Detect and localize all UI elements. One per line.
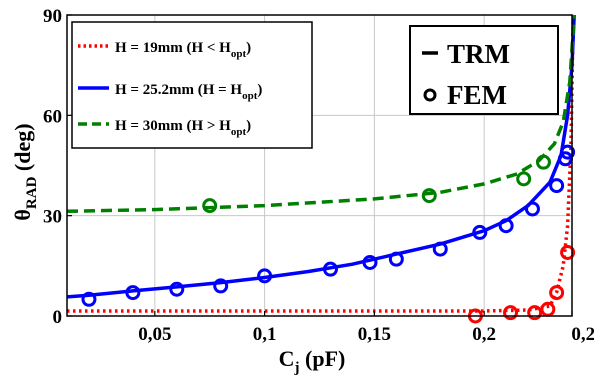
legend-label-h25: H = 25.2mm (H = Hopt) bbox=[115, 82, 262, 102]
method-legend: TRM FEM bbox=[409, 25, 559, 115]
x-axis-label: Cj (pF) bbox=[279, 346, 346, 376]
series-legend: H = 19mm (H < Hopt) H = 25.2mm (H = Hopt… bbox=[71, 21, 313, 149]
x-tick-label: 0,2 bbox=[472, 324, 496, 345]
axis-ticks: 0,05 0,1 0,15 0,2 0,24 0 30 60 90 bbox=[43, 6, 594, 345]
x-tick-label: 0,24 bbox=[571, 324, 594, 345]
x-tick-label: 0,05 bbox=[138, 324, 171, 345]
series-2-fem-point bbox=[524, 201, 540, 217]
y-tick-label: 30 bbox=[43, 207, 62, 228]
series-1-fem-point bbox=[549, 285, 565, 301]
series-3-fem-point bbox=[202, 198, 218, 214]
series-2-fem-point bbox=[213, 278, 229, 294]
series-3-fem-point bbox=[535, 154, 551, 170]
y-tick-label: 90 bbox=[43, 6, 62, 27]
series-2-fem-point bbox=[432, 241, 448, 257]
y-tick-label: 0 bbox=[53, 307, 63, 328]
y-axis-label: θRAD (deg) bbox=[10, 123, 40, 220]
y-tick-label: 60 bbox=[43, 106, 62, 127]
series-2-fem-point bbox=[549, 178, 565, 194]
trm-label: TRM bbox=[447, 39, 510, 69]
x-tick-label: 0,1 bbox=[253, 324, 277, 345]
series-2-fem-point bbox=[472, 224, 488, 240]
series-2-fem-point bbox=[322, 261, 338, 277]
series-2-fem-point bbox=[81, 291, 97, 307]
series-1-fem-point bbox=[527, 305, 543, 321]
series-1-fem-point bbox=[560, 244, 576, 260]
series-2-fem-point bbox=[388, 251, 404, 267]
series-2-fem-point bbox=[362, 254, 378, 270]
series-legend-box bbox=[71, 21, 313, 149]
x-tick-label: 0,15 bbox=[358, 324, 391, 345]
legend-label-h19: H = 19mm (H < Hopt) bbox=[115, 40, 251, 60]
series-2-fem-point bbox=[560, 144, 576, 160]
series-3-fem-point bbox=[516, 171, 532, 187]
series-1-fem-point bbox=[503, 305, 519, 321]
series-2-fem-point bbox=[498, 218, 514, 234]
series-3-trm-line bbox=[66, 14, 576, 214]
series-2-fem-point bbox=[125, 285, 141, 301]
series-3-fem-point bbox=[421, 188, 437, 204]
fem-circle-icon bbox=[423, 88, 437, 102]
legend-label-h30: H = 30mm (H > Hopt) bbox=[115, 118, 251, 138]
plot-frame bbox=[66, 14, 573, 317]
fem-markers bbox=[81, 144, 576, 324]
series-2-fem-point bbox=[169, 281, 185, 297]
fem-label: FEM bbox=[447, 80, 507, 110]
series-2-fem-point bbox=[257, 268, 273, 284]
